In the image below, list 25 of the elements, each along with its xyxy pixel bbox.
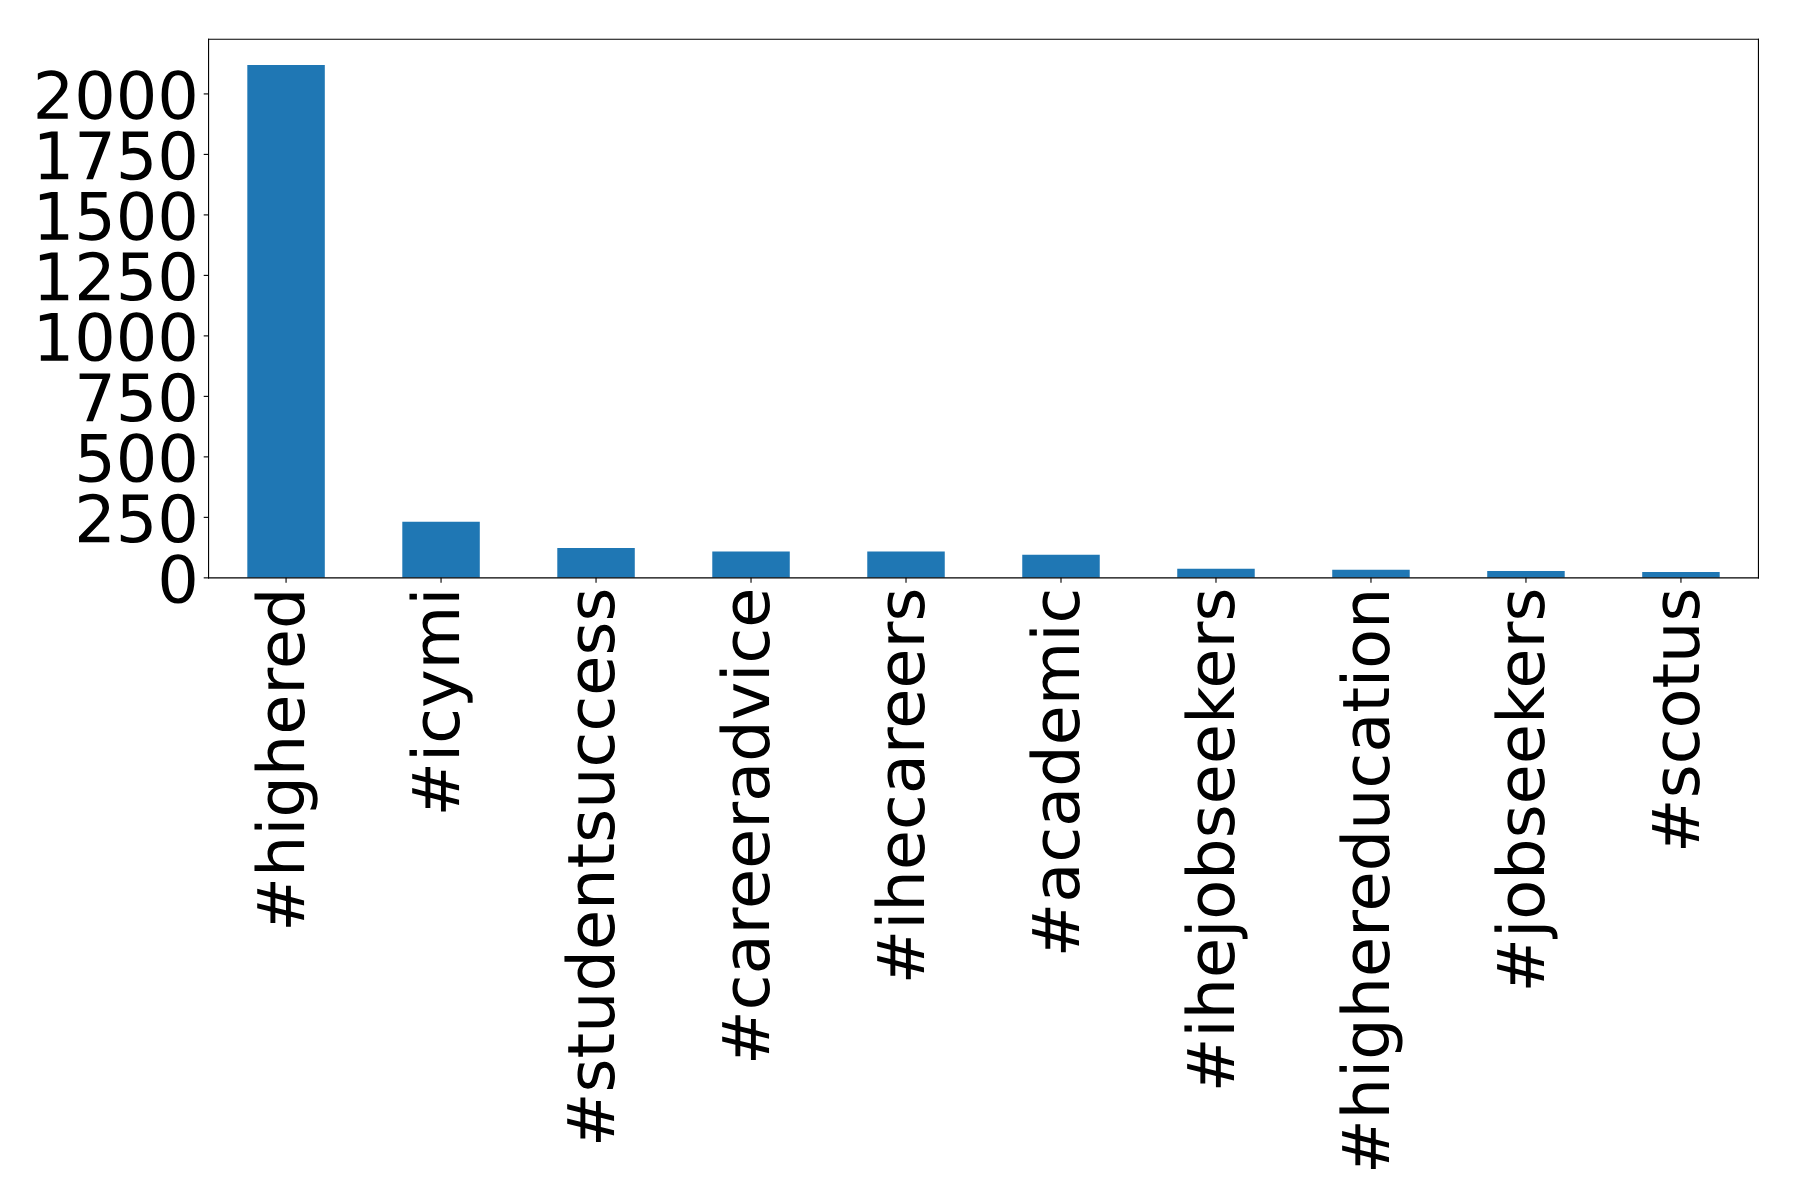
y-tick-label: 1750 [39, 130, 195, 181]
x-tick-label: #careeradvice [719, 591, 770, 1060]
x-tick-label: #icymi [409, 593, 473, 812]
x-tick-label: #jobseekers [1494, 590, 1558, 988]
bar [712, 551, 790, 578]
x-tick-label: #highereducation [1339, 593, 1403, 1169]
y-tick-label: 0 [161, 554, 195, 604]
bar [247, 64, 325, 578]
y-tick-label: 750 [79, 372, 195, 423]
x-tick-label: #ihecareers [874, 590, 925, 980]
y-tick-label: 500 [79, 433, 195, 483]
bar [402, 521, 480, 578]
bar [867, 551, 945, 578]
bar [1022, 554, 1100, 578]
x-tick-label: #studentsuccess [564, 590, 615, 1143]
x-tick-label: #ihejobseekers [1184, 590, 1248, 1088]
x-tick-label: #scotus [1652, 590, 1700, 849]
y-tick-label: 1000 [39, 312, 195, 362]
y-tick-label: 1500 [39, 191, 195, 241]
y-tick-label: 250 [79, 493, 195, 544]
y-tick-label: 1250 [39, 251, 195, 302]
x-tick-label: #academic [1029, 591, 1080, 953]
x-tick-label: #highered [254, 593, 318, 927]
bar [557, 548, 635, 578]
y-tick-label: 2000 [37, 70, 195, 120]
